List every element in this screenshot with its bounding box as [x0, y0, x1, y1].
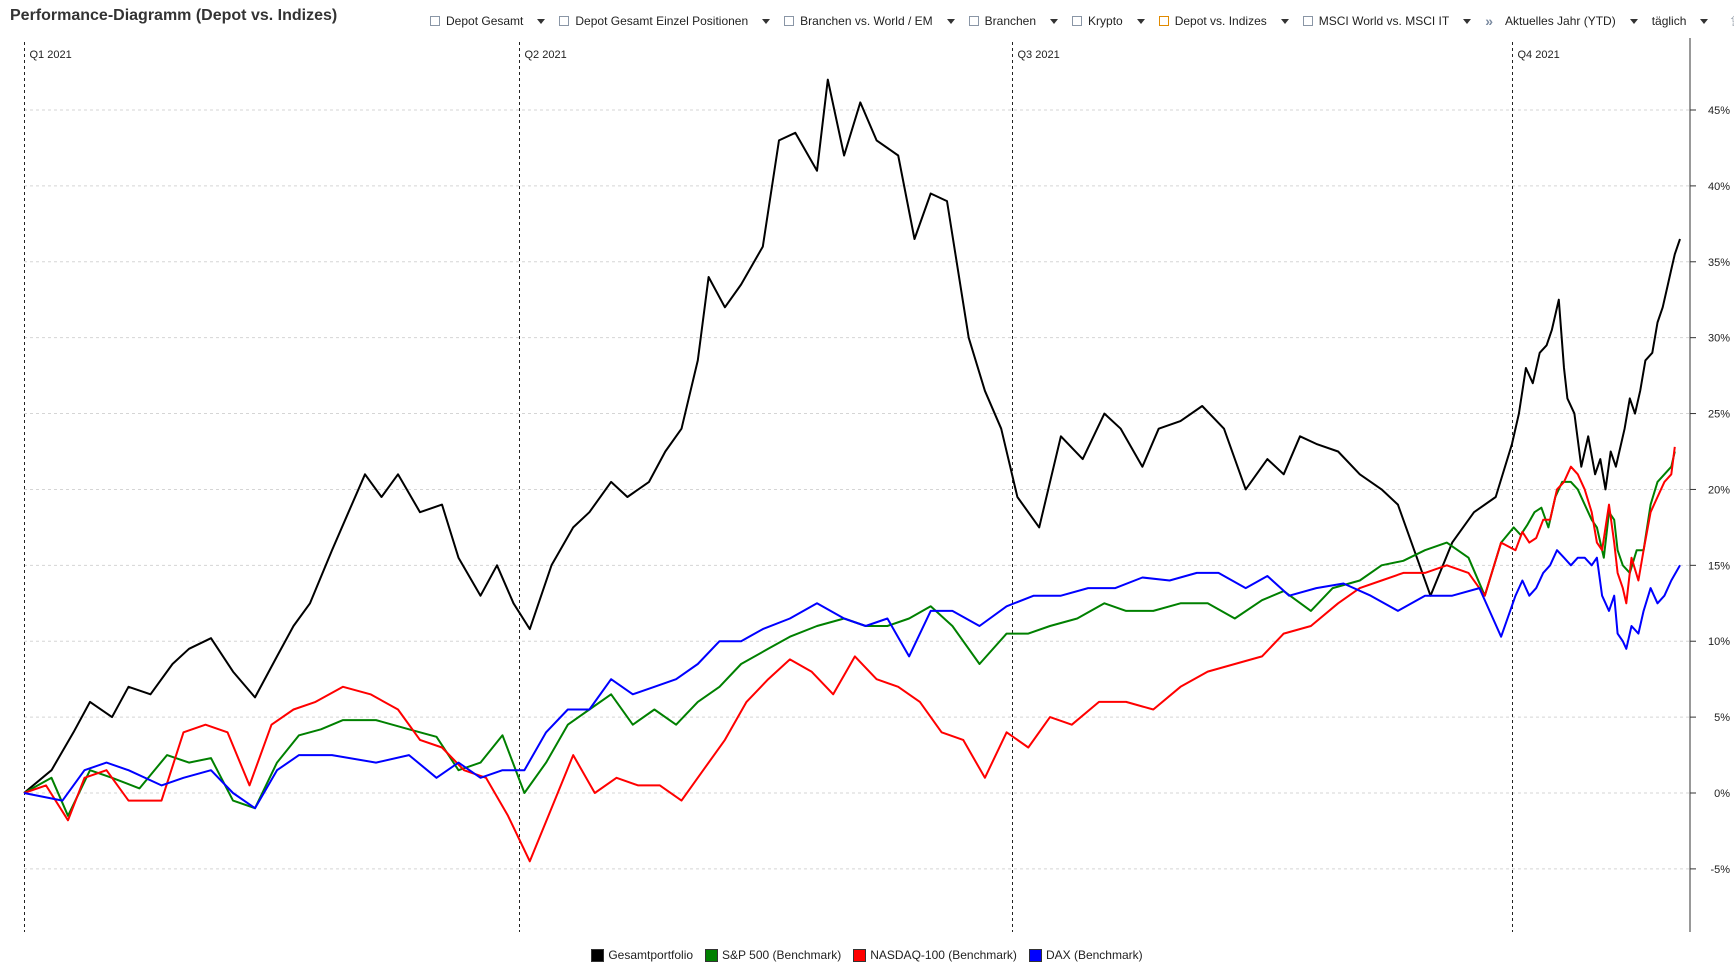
checkbox-icon[interactable]	[1158, 16, 1169, 26]
page-title: Performance-Diagramm (Depot vs. Indizes)	[10, 7, 338, 24]
checkbox-icon[interactable]	[1072, 16, 1083, 26]
y-tick-label: 30%	[1708, 333, 1730, 345]
tab-depot-einzel-positionen[interactable]: Depot Gesamt Einzel Positionen	[559, 14, 771, 28]
checkbox-icon[interactable]	[1302, 16, 1313, 26]
double-chevron-right-icon[interactable]: »	[1485, 13, 1493, 29]
view-toolbar: Depot Gesamt Depot Gesamt Einzel Positio…	[430, 11, 1734, 31]
tab-depot-gesamt[interactable]: Depot Gesamt	[430, 14, 546, 28]
tab-krypto[interactable]: Krypto	[1072, 14, 1145, 28]
dropdown-arrow-icon[interactable]	[1280, 18, 1289, 24]
interval-value: täglich	[1651, 14, 1687, 28]
series-line	[23, 549, 1681, 810]
dropdown-arrow-icon[interactable]	[1700, 18, 1709, 24]
checkbox-icon[interactable]	[784, 16, 795, 26]
period-value: Aktuelles Jahr (YTD)	[1505, 14, 1616, 28]
y-tick-label: 45%	[1708, 105, 1730, 117]
tab-label: Depot vs. Indizes	[1174, 14, 1267, 28]
legend-item-gesamtportfolio[interactable]: Gesamtportfolio	[591, 948, 693, 962]
y-tick-label: 5%	[1714, 712, 1730, 724]
series-line	[23, 446, 1676, 863]
dropdown-arrow-icon[interactable]	[762, 18, 771, 24]
checkbox-icon[interactable]	[968, 16, 979, 26]
dropdown-arrow-icon[interactable]	[1629, 18, 1638, 24]
tab-msci-world-vs-it[interactable]: MSCI World vs. MSCI IT	[1302, 14, 1472, 28]
tab-branchen[interactable]: Branchen	[968, 14, 1059, 28]
tab-label: Branchen vs. World / EM	[800, 14, 933, 28]
y-tick-label: 0%	[1714, 788, 1730, 800]
y-tick-label: 35%	[1708, 257, 1730, 269]
legend-swatch	[853, 948, 867, 962]
tab-label: Krypto	[1088, 14, 1123, 28]
series-line	[23, 451, 1676, 817]
tab-label: Depot Gesamt Einzel Positionen	[575, 14, 749, 28]
checkbox-icon[interactable]	[430, 16, 440, 26]
legend-swatch	[1028, 948, 1042, 962]
chart-header: Performance-Diagramm (Depot vs. Indizes)…	[0, 0, 1734, 38]
dropdown-arrow-icon[interactable]	[1050, 18, 1059, 24]
y-tick-label: 40%	[1708, 181, 1730, 193]
dropdown-arrow-icon[interactable]	[1463, 18, 1472, 24]
tab-label: MSCI World vs. MSCI IT	[1318, 14, 1450, 28]
interval-select[interactable]: täglich	[1652, 14, 1709, 28]
legend-swatch	[591, 948, 605, 962]
tab-label: Depot Gesamt	[446, 14, 524, 28]
chart-legend: Gesamtportfolio S&P 500 (Benchmark) NASD…	[0, 948, 1734, 962]
performance-chart[interactable]: -5% 0% 5% 10% 15% 20% 25% 30% 35% 40% 45% Q1 2021 Q2…	[0, 38, 1734, 938]
legend-item-dax[interactable]: DAX (Benchmark)	[1028, 948, 1143, 962]
quarter-label: Q1 2021	[30, 49, 72, 61]
dropdown-arrow-icon[interactable]	[946, 18, 955, 24]
tab-label: Branchen	[984, 14, 1037, 28]
y-tick-label: 20%	[1708, 484, 1730, 496]
legend-label: DAX (Benchmark)	[1045, 948, 1143, 962]
legend-swatch	[705, 948, 719, 962]
dropdown-arrow-icon[interactable]	[1136, 18, 1145, 24]
y-tick-label: 15%	[1708, 560, 1730, 572]
legend-label: Gesamtportfolio	[608, 948, 694, 962]
quarter-label: Q3 2021	[1018, 49, 1060, 61]
quarter-label: Q4 2021	[1518, 49, 1560, 61]
quarter-label: Q2 2021	[525, 49, 567, 61]
y-tick-label: -5%	[1710, 864, 1730, 876]
checkbox-icon[interactable]	[559, 16, 570, 26]
legend-item-sp500[interactable]: S&P 500 (Benchmark)	[705, 948, 841, 962]
tab-depot-vs-indizes[interactable]: Depot vs. Indizes	[1158, 14, 1289, 28]
period-select[interactable]: Aktuelles Jahr (YTD)	[1505, 14, 1638, 28]
dropdown-arrow-icon[interactable]	[537, 18, 546, 24]
legend-label: S&P 500 (Benchmark)	[722, 948, 842, 962]
y-tick-label: 10%	[1708, 636, 1730, 648]
tab-branchen-world-em[interactable]: Branchen vs. World / EM	[784, 14, 955, 28]
upload-icon[interactable]: ⇪	[1728, 13, 1734, 29]
legend-item-nasdaq100[interactable]: NASDAQ-100 (Benchmark)	[853, 948, 1017, 962]
y-tick-label: 25%	[1708, 409, 1730, 421]
series-line	[23, 78, 1681, 794]
legend-label: NASDAQ-100 (Benchmark)	[870, 948, 1017, 962]
